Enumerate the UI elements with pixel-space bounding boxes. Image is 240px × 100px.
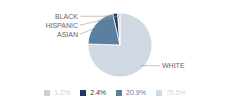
svg-text:ASIAN: ASIAN bbox=[57, 31, 78, 38]
svg-text:WHITE: WHITE bbox=[162, 62, 185, 69]
html-text:1.2%: 1.2% bbox=[54, 89, 71, 96]
html-text:75.5%: 75.5% bbox=[166, 89, 186, 96]
html-text:2.4%: 2.4% bbox=[90, 89, 107, 96]
svg-text:HISPANIC: HISPANIC bbox=[45, 22, 78, 29]
html-text:20.9%: 20.9% bbox=[126, 89, 146, 96]
svg-text:BLACK: BLACK bbox=[55, 13, 78, 20]
